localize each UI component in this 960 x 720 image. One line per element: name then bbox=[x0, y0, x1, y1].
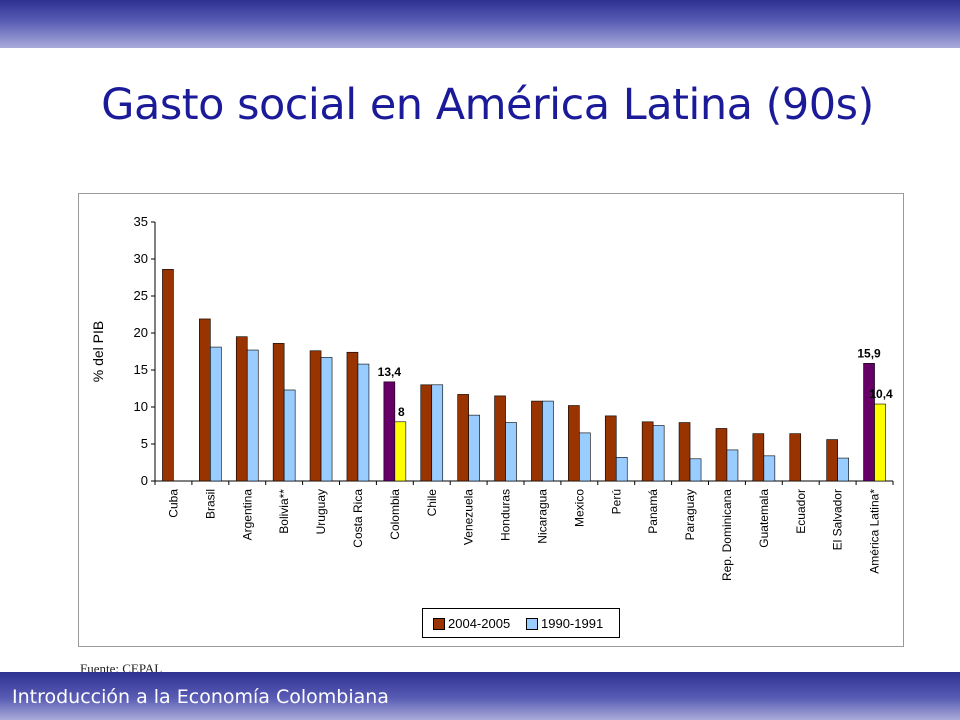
bar-1990-1991-américa-latina bbox=[874, 403, 886, 482]
bar-1990-1991-panamá bbox=[652, 425, 665, 482]
legend-label-1990-1991: 1990-1991 bbox=[541, 616, 604, 631]
slide-title: Gasto social en América Latina (90s) bbox=[101, 80, 874, 130]
y-tick-label: 35 bbox=[134, 214, 148, 229]
data-label-américa-latina-1990-1991: 10,4 bbox=[869, 387, 893, 401]
bar-chart: 0 5 10 15 20 25 30 35 % del PIB Cuba Brasil Argenti… bbox=[90, 214, 894, 581]
x-category-label-chile: Chile bbox=[425, 489, 439, 517]
legend-swatch-1990-1991 bbox=[526, 617, 538, 630]
bar-2004-2005-costa-rica bbox=[346, 351, 359, 482]
x-category-label-guatemala: Guatemala bbox=[757, 489, 771, 548]
bar-1990-1991-perú bbox=[615, 457, 628, 482]
x-category-label-honduras: Honduras bbox=[499, 489, 513, 541]
y-axis-label: % del PIB bbox=[90, 321, 106, 382]
legend-swatch-2004-2005 bbox=[433, 617, 445, 630]
bar-2004-2005-el-salvador bbox=[826, 439, 838, 482]
chart-legend: 2004-2005 1990-1991 bbox=[422, 608, 620, 638]
bar-2004-2005-perú bbox=[604, 415, 617, 482]
legend-item-2004-2005: 2004-2005 bbox=[433, 616, 510, 631]
top-header-band bbox=[0, 0, 960, 48]
x-category-label-cuba: Cuba bbox=[166, 489, 180, 518]
x-category-label-brasil: Brasil bbox=[203, 489, 217, 519]
bar-1990-1991-mexico bbox=[579, 432, 591, 482]
bar-2004-2005-cuba bbox=[162, 269, 174, 482]
y-tick-label: 5 bbox=[141, 436, 148, 451]
y-tick-label: 25 bbox=[134, 288, 148, 303]
x-category-label-colombia: Colombia bbox=[388, 489, 402, 540]
x-category-label-perú: Perú bbox=[609, 489, 623, 514]
bar-2004-2005-rep-dominicana bbox=[715, 428, 728, 482]
x-category-label-mexico: Mexico bbox=[572, 489, 586, 527]
bar-1990-1991-colombia bbox=[394, 421, 407, 482]
bar-1990-1991-nicaragua bbox=[542, 400, 554, 482]
data-label-colombia-1990-1991: 8 bbox=[398, 405, 405, 419]
bar-1990-1991-venezuela bbox=[468, 414, 480, 482]
bar-1990-1991-bolivia bbox=[283, 389, 296, 482]
x-category-label-rep-dominicana: Rep. Dominicana bbox=[720, 489, 734, 581]
bottom-footer-band: Introducción a la Economía Colombiana bbox=[0, 672, 960, 720]
bar-1990-1991-chile bbox=[431, 384, 444, 482]
x-category-label-nicaragua: Nicaragua bbox=[535, 489, 549, 544]
y-tick-label: 15 bbox=[134, 362, 148, 377]
bar-2004-2005-colombia bbox=[383, 381, 396, 482]
bar-2004-2005-honduras bbox=[494, 395, 506, 482]
bar-1990-1991-guatemala bbox=[763, 455, 776, 482]
bar-2004-2005-brasil bbox=[199, 318, 211, 482]
bar-1990-1991-brasil bbox=[210, 346, 222, 482]
data-label-colombia-2004-2005: 13,4 bbox=[378, 365, 402, 379]
bar-2004-2005-ecuador bbox=[789, 433, 802, 482]
x-category-label-paraguay: Paraguay bbox=[683, 489, 697, 540]
legend-item-1990-1991: 1990-1991 bbox=[526, 616, 603, 631]
bar-1990-1991-honduras bbox=[505, 422, 517, 482]
bar-2004-2005-chile bbox=[420, 384, 433, 482]
bar-2004-2005-paraguay bbox=[678, 422, 691, 482]
y-tick-label: 30 bbox=[134, 251, 148, 266]
bar-2004-2005-nicaragua bbox=[531, 400, 543, 482]
bar-2004-2005-guatemala bbox=[752, 433, 765, 482]
x-category-label-costa-rica: Costa Rica bbox=[351, 489, 365, 548]
bar-2004-2005-uruguay bbox=[309, 350, 322, 482]
footer-course-title: Introducción a la Economía Colombiana bbox=[12, 686, 389, 708]
x-category-label-bolivia: Bolivia** bbox=[277, 489, 291, 534]
y-tick-label: 0 bbox=[141, 473, 148, 488]
bar-2004-2005-américa-latina bbox=[863, 363, 875, 482]
bar-1990-1991-el-salvador bbox=[837, 457, 849, 482]
bar-1990-1991-argentina bbox=[246, 349, 259, 482]
y-tick-label: 10 bbox=[134, 399, 148, 414]
bar-2004-2005-argentina bbox=[235, 336, 248, 482]
bar-1990-1991-paraguay bbox=[689, 458, 702, 482]
x-category-label-panamá: Panamá bbox=[646, 489, 660, 534]
bar-2004-2005-venezuela bbox=[457, 394, 469, 482]
bar-2004-2005-panamá bbox=[641, 421, 654, 482]
x-category-label-uruguay: Uruguay bbox=[314, 489, 328, 534]
bar-1990-1991-rep-dominicana bbox=[726, 449, 739, 482]
x-category-label-argentina: Argentina bbox=[240, 489, 254, 541]
x-category-label-venezuela: Venezuela bbox=[462, 489, 476, 545]
bar-2004-2005-bolivia bbox=[272, 343, 285, 482]
bar-1990-1991-uruguay bbox=[320, 357, 333, 482]
legend-label-2004-2005: 2004-2005 bbox=[448, 616, 511, 631]
x-category-label-américa-latina: América Latina* bbox=[868, 489, 882, 574]
x-category-label-ecuador: Ecuador bbox=[794, 489, 808, 534]
bar-2004-2005-mexico bbox=[568, 405, 580, 482]
chart-frame: 0 5 10 15 20 25 30 35 % del PIB Cuba Brasil Argenti… bbox=[78, 193, 904, 647]
data-label-américa-latina-2004-2005: 15,9 bbox=[857, 346, 881, 360]
y-tick-label: 20 bbox=[134, 325, 148, 340]
x-category-label-el-salvador: El Salvador bbox=[831, 489, 845, 550]
bar-1990-1991-costa-rica bbox=[357, 363, 370, 482]
